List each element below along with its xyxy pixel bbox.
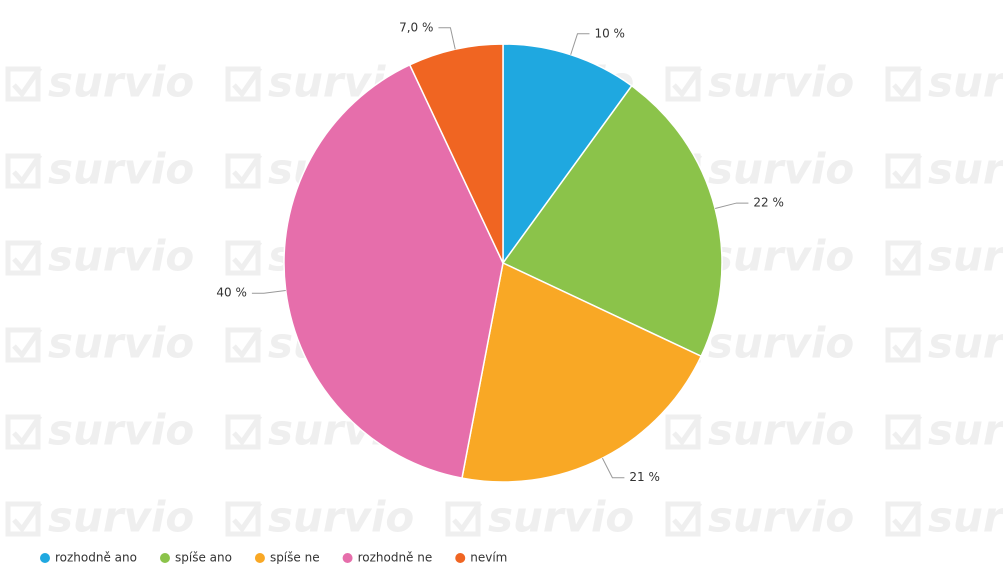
watermark-icon	[885, 66, 923, 102]
watermark-text: survio	[268, 493, 414, 542]
watermark-text: survio	[48, 406, 194, 455]
watermark-text: survio	[708, 493, 854, 542]
watermark-icon	[5, 66, 43, 102]
watermark-icon	[5, 414, 43, 450]
watermark-icon	[5, 327, 43, 363]
leader-line	[714, 202, 749, 210]
watermark-text: survio	[48, 145, 194, 194]
watermark-icon	[225, 414, 263, 450]
watermark-icon	[885, 501, 923, 537]
watermark-text: survio	[928, 58, 1003, 107]
watermark-icon	[225, 66, 263, 102]
watermark-text: survio	[708, 232, 854, 281]
pie-slice	[502, 43, 633, 266]
watermark-icon	[885, 327, 923, 363]
data-label: 10 %	[594, 26, 625, 40]
legend-marker	[455, 553, 466, 563]
watermark-icon	[5, 240, 43, 276]
legend-marker	[40, 553, 50, 563]
watermark-icon	[225, 240, 263, 276]
watermark-text: survio	[928, 319, 1003, 368]
legend-label: rozhodně ne	[358, 551, 433, 565]
watermark-text: survio	[928, 145, 1003, 194]
legend-marker	[342, 553, 353, 563]
data-label: 22 %	[753, 196, 784, 210]
pie: 10 % 22 % 21 % 40 % 7,0 %	[216, 20, 784, 484]
legend-marker	[159, 553, 170, 563]
leader-line	[251, 289, 286, 294]
watermark-text: survio	[928, 232, 1003, 281]
watermark-icon	[885, 414, 923, 450]
watermark-icon	[5, 501, 43, 537]
watermark-icon	[665, 414, 703, 450]
legend-label: spíše ano	[175, 551, 232, 565]
legend-marker	[254, 553, 265, 563]
watermark-icon	[225, 153, 263, 189]
data-label: 7,0 %	[399, 20, 433, 34]
watermark-text: survio	[708, 319, 854, 368]
legend: rozhodně ano spíše ano spíše ne rozhodně ne…	[40, 551, 507, 565]
leader-line	[570, 33, 590, 55]
watermark-icon	[885, 153, 923, 189]
data-label: 21 %	[629, 470, 660, 484]
watermark-text: survio	[48, 319, 194, 368]
watermark-text: survio	[488, 493, 634, 542]
leader-line	[601, 457, 625, 479]
watermark-icon	[225, 501, 263, 537]
legend-label: rozhodně ano	[55, 551, 137, 565]
pie-slice	[283, 63, 504, 479]
watermark-icon	[225, 327, 263, 363]
watermark-text: survio	[928, 493, 1003, 542]
watermark-icon	[885, 240, 923, 276]
watermark-text: survio	[708, 58, 854, 107]
watermark-icon	[5, 153, 43, 189]
watermark-text: survio	[48, 58, 194, 107]
data-label: 40 %	[216, 286, 247, 300]
watermark-icon	[445, 501, 483, 537]
watermark-text: survio	[708, 145, 854, 194]
watermark-text: survio	[48, 232, 194, 281]
watermark-text: survio	[928, 406, 1003, 455]
watermark-text: survio	[48, 493, 194, 542]
legend-label: nevím	[470, 551, 507, 565]
watermark-icon	[665, 66, 703, 102]
leader-line	[438, 27, 456, 50]
watermark-text: survio	[708, 406, 854, 455]
legend-label: spíše ne	[270, 551, 320, 565]
watermark-icon	[665, 501, 703, 537]
